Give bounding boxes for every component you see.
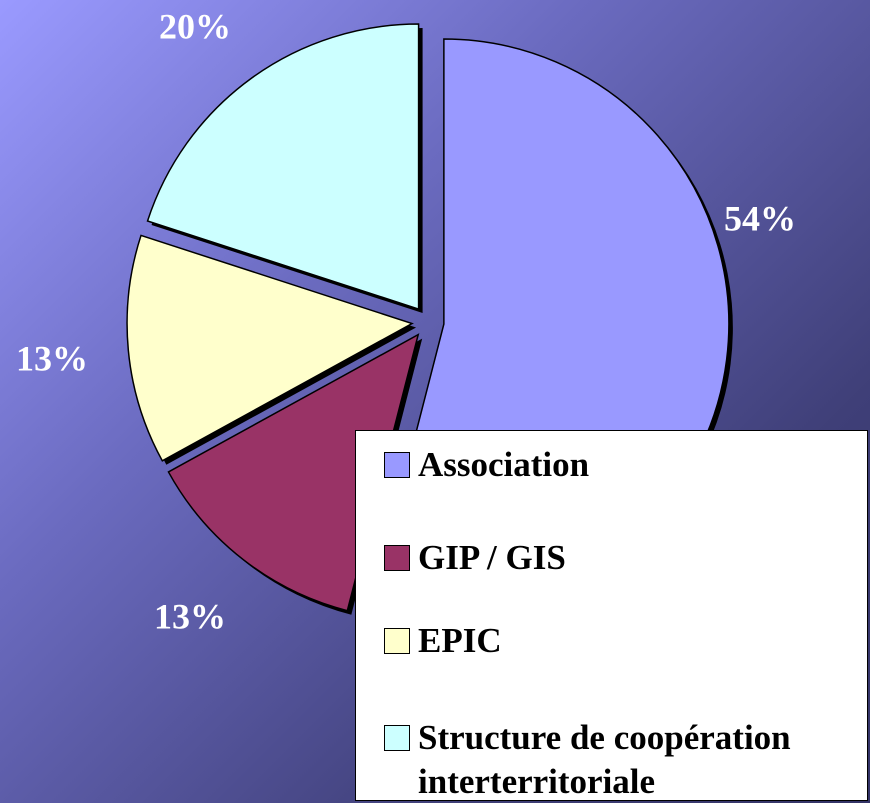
slice-label: 13%: [16, 338, 88, 378]
legend-swatch: [384, 725, 410, 751]
legend-swatch: [384, 628, 410, 654]
slice-label: 20%: [159, 6, 231, 46]
legend-item: Structure de coopération interterritoria…: [384, 716, 864, 803]
legend-item: Association: [384, 443, 864, 487]
slice-label: 13%: [154, 596, 226, 636]
legend-item: EPIC: [384, 619, 864, 663]
legend-swatch: [384, 545, 410, 571]
legend-item: GIP / GIS: [384, 536, 864, 580]
slice: [126, 234, 414, 462]
legend-label: Association: [418, 445, 590, 484]
legend: Association GIP / GIS EPIC Structure de coo…: [355, 430, 868, 801]
legend-swatch: [384, 452, 410, 478]
legend-label: EPIC: [418, 621, 502, 660]
slice-label: 54%: [724, 198, 796, 238]
slice: [146, 23, 420, 311]
legend-label: Structure de coopération interterritoria…: [418, 718, 791, 801]
legend-label: GIP / GIS: [418, 538, 566, 577]
